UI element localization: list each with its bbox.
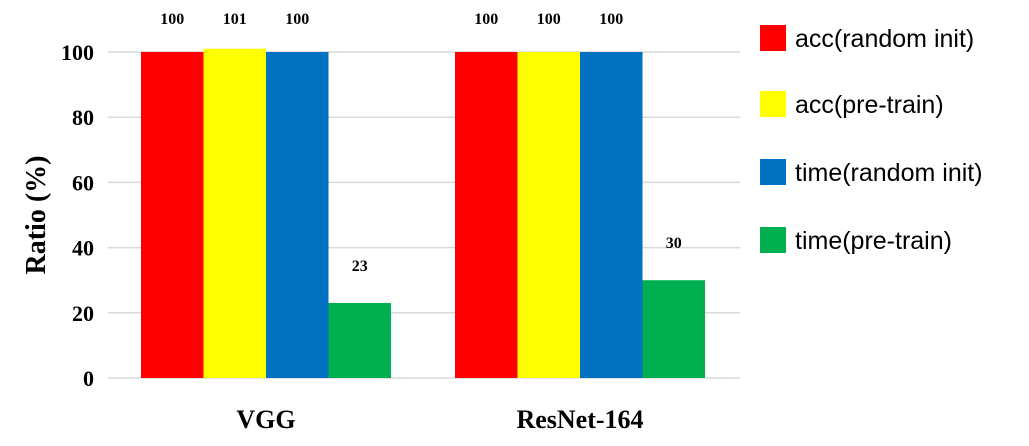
y-axis-ticks: 0 20 40 60 80 100: [61, 40, 94, 391]
legend-swatch: [760, 91, 786, 117]
bar-vgg-1: [203, 48, 266, 379]
data-label: 100: [537, 11, 561, 28]
y-tick-label: 60: [72, 170, 94, 195]
bar-resnet-164-1: [517, 52, 580, 378]
legend-item: time(random init): [760, 159, 983, 187]
x-axis-categories: VGG ResNet-164: [236, 405, 643, 434]
y-tick-label: 100: [61, 40, 94, 65]
data-label: 100: [599, 11, 623, 28]
data-label: 100: [285, 11, 309, 28]
legend-swatch: [760, 227, 786, 253]
legend-label: acc(pre-train): [795, 91, 944, 119]
legend-swatch: [760, 159, 786, 185]
y-axis-label: Ratio (%): [21, 156, 52, 275]
data-label: 23: [352, 258, 368, 275]
legend-label: acc(random init): [795, 25, 974, 53]
legend-item: time(pre-train): [760, 227, 952, 255]
legend-swatch: [760, 25, 786, 51]
bars: [141, 48, 705, 379]
bar-vgg-2: [266, 52, 329, 378]
bar-resnet-164-2: [580, 52, 643, 378]
legend-item: acc(pre-train): [760, 91, 944, 119]
legend: acc(random init) acc(pre-train) time(rando…: [760, 25, 983, 255]
data-label: 100: [160, 11, 184, 28]
data-labels: 100 101 100 23 100 100 100 30: [160, 11, 682, 275]
y-tick-label: 20: [72, 301, 94, 326]
y-tick-label: 0: [83, 366, 94, 391]
data-label: 30: [666, 235, 682, 252]
bar-vgg-3: [328, 303, 391, 378]
bar-vgg-0: [141, 52, 204, 378]
y-tick-label: 80: [72, 105, 94, 130]
data-label: 101: [223, 11, 247, 28]
data-label: 100: [474, 11, 498, 28]
legend-label: time(random init): [795, 159, 983, 187]
legend-item: acc(random init): [760, 25, 974, 53]
x-category-label: VGG: [236, 405, 295, 434]
legend-label: time(pre-train): [795, 227, 952, 255]
y-tick-label: 40: [72, 236, 94, 261]
bar-resnet-164-0: [455, 52, 518, 378]
bar-resnet-164-3: [642, 280, 705, 378]
x-category-label: ResNet-164: [516, 405, 643, 434]
